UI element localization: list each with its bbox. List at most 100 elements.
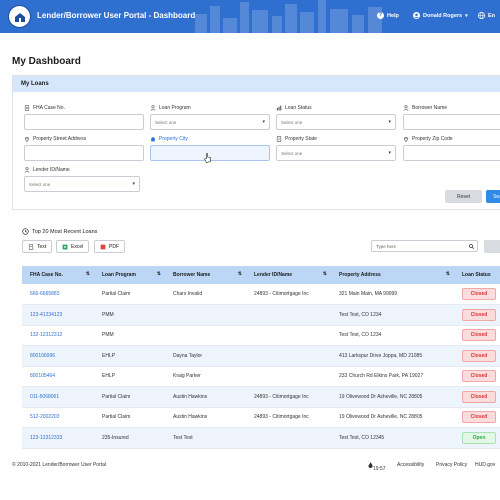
status-badge: Closed (462, 329, 496, 342)
export-text-button[interactable]: Text (22, 240, 53, 253)
reset-button[interactable]: Reset (445, 190, 482, 203)
lender-id-field: Lender ID/Name Select one ▾ (24, 166, 140, 192)
loan-program-cell: PMM (102, 332, 114, 339)
loan-status-cell: Closed (454, 346, 500, 367)
table-header-row: FHA Case No. ⇅ Loan Program ⇅ Borrower Nam… (22, 266, 500, 284)
location-pin-icon (403, 136, 409, 142)
fha-case-link[interactable]: 666-6665883 (30, 291, 60, 297)
loan-program-select[interactable]: Select one ▾ (150, 114, 270, 130)
loan-status-cell: Closed (454, 305, 500, 326)
table-row[interactable]: 512-2002203 Partial Claim Austin Hawkins… (22, 407, 500, 428)
accessibility-link[interactable]: Accessibility (397, 462, 425, 468)
column-header-loan-status[interactable]: Loan Status (462, 272, 491, 278)
property-state-label: Property State (285, 136, 317, 142)
property-address-cell: 19 Olivewood Dr Asheville, NC 28805 (339, 414, 423, 421)
loan-program-cell: Partial Claim (102, 393, 131, 400)
building-icon (276, 136, 282, 142)
dropdown-arrow-icon: ▾ (132, 181, 135, 187)
search-button[interactable]: Search (486, 190, 500, 203)
clock: 19:57 (368, 462, 386, 472)
column-header-lender-id[interactable]: Lender ID/Name ⇅ (254, 271, 327, 278)
borrower-name-input[interactable] (403, 114, 500, 130)
page-title: My Dashboard (12, 56, 81, 67)
loan-program-label: Loan Program (159, 105, 191, 111)
table-row[interactable]: 123-41234123 PMM Test Test, CO 1234 Clos… (22, 304, 500, 326)
column-header-property-address[interactable]: Property Address ⇅ (339, 271, 450, 278)
privacy-policy-link[interactable]: Privacy Policy (436, 462, 468, 468)
borrower-name-label: Borrower Name (412, 105, 448, 111)
borrower-name-cell: Kraig Parker (173, 373, 201, 380)
column-header-loan-program[interactable]: Loan Program ⇅ (102, 271, 161, 278)
loan-program-field: Loan Program Select one ▾ (150, 104, 270, 130)
fha-case-link[interactable]: 512-2002203 (30, 414, 60, 421)
fha-case-link[interactable]: 123-41234123 (30, 311, 63, 318)
loan-status-select[interactable]: Select one ▾ (276, 114, 396, 130)
status-badge: Open (462, 431, 496, 444)
language-menu[interactable]: En (478, 12, 495, 19)
table-row[interactable]: 666-6665883 Partial Claim Chars Invalid … (22, 284, 500, 305)
flame-icon (368, 462, 373, 468)
column-header-fha-case[interactable]: FHA Case No. ⇅ (30, 271, 90, 278)
loan-program-cell: Partial Claim (102, 414, 131, 421)
pdf-icon (100, 244, 106, 249)
fha-case-input[interactable] (24, 114, 144, 130)
table-row[interactable]: 800105464 EHLP Kraig Parker 233 Church R… (22, 366, 500, 387)
sort-icon: ⇅ (445, 271, 450, 277)
help-link[interactable]: Help (377, 12, 399, 19)
borrower-name-cell: Chars Invalid (173, 291, 203, 297)
dropdown-arrow-icon: ▾ (262, 119, 265, 125)
fha-case-link[interactable]: 123-12312333 (30, 434, 63, 441)
dropdown-arrow-icon: ▾ (388, 150, 391, 156)
lender-id-value: Select one (29, 182, 51, 187)
lender-id-cell (246, 428, 331, 449)
globe-icon (478, 12, 485, 19)
status-badge: Closed (462, 411, 496, 424)
property-address-cell: Test Test, CO 12345 (339, 434, 385, 441)
user-name: Donald Rogers (423, 12, 463, 19)
table-row[interactable]: 011-5068061 Partial Claim Austin Hawkins… (22, 386, 500, 407)
sort-icon: ⇅ (85, 271, 90, 277)
document-icon (24, 105, 30, 111)
borrower-name-cell: Dayna Taylor (173, 352, 203, 359)
borrower-name-cell (165, 305, 246, 326)
lender-id-select[interactable]: Select one ▾ (24, 176, 140, 192)
lender-id-cell (246, 366, 331, 387)
status-badge: Closed (462, 308, 496, 321)
recent-loans-title: Top 20 Most Recent Loans (32, 228, 98, 235)
app-title: Lender/Borrower User Portal - Dashboard (37, 11, 196, 20)
column-header-borrower-name[interactable]: Borrower Name ⇅ (173, 271, 242, 278)
status-badge: Closed (462, 349, 496, 362)
clock-time: 19:57 (373, 466, 386, 472)
property-street-input[interactable] (24, 145, 144, 161)
person-icon (403, 105, 409, 111)
property-zip-input[interactable] (403, 145, 500, 161)
property-state-select[interactable]: Select one ▾ (276, 145, 396, 161)
export-text-label: Text (37, 243, 47, 250)
table-search-button[interactable] (484, 240, 500, 253)
fha-case-link[interactable]: 800106996 (30, 352, 56, 359)
skyline-decoration (195, 0, 382, 33)
table-row[interactable]: 132-12312312 PMM Test Test, CO 1234 Clos… (22, 325, 500, 346)
table-row[interactable]: 800106996 EHLP Dayna Taylor 413 Larkspur… (22, 345, 500, 367)
export-excel-button[interactable]: Excel (56, 240, 90, 253)
lender-id-cell (246, 346, 331, 367)
lender-id-cell (246, 325, 331, 346)
user-menu[interactable]: Donald Rogers ▾ (413, 12, 468, 19)
status-badge: Closed (462, 390, 496, 403)
my-loans-header: My Loans (13, 76, 500, 92)
fha-case-link[interactable]: 800105464 (30, 373, 56, 380)
fha-case-link[interactable]: 011-5068061 (30, 393, 60, 400)
fha-case-link[interactable]: 132-12312312 (30, 332, 63, 339)
fha-case-label: FHA Case No. (33, 105, 65, 111)
table-search-input[interactable]: Type here (371, 240, 478, 252)
status-badge: Closed (462, 288, 496, 300)
table-row[interactable]: 123-12312333 235-Insured Test Test Test … (22, 427, 500, 449)
property-state-value: Select one (281, 151, 303, 156)
hud-gov-link[interactable]: HUD.gov (475, 462, 496, 468)
export-excel-label: Excel (71, 243, 84, 250)
loan-status-field: Loan Status Select one ▾ (276, 104, 396, 130)
top-header: Lender/Borrower User Portal - Dashboard … (0, 0, 500, 33)
property-zip-label: Property Zip Code (412, 136, 453, 142)
loan-program-cell: PMM (102, 311, 114, 318)
export-pdf-button[interactable]: PDF (94, 240, 125, 253)
